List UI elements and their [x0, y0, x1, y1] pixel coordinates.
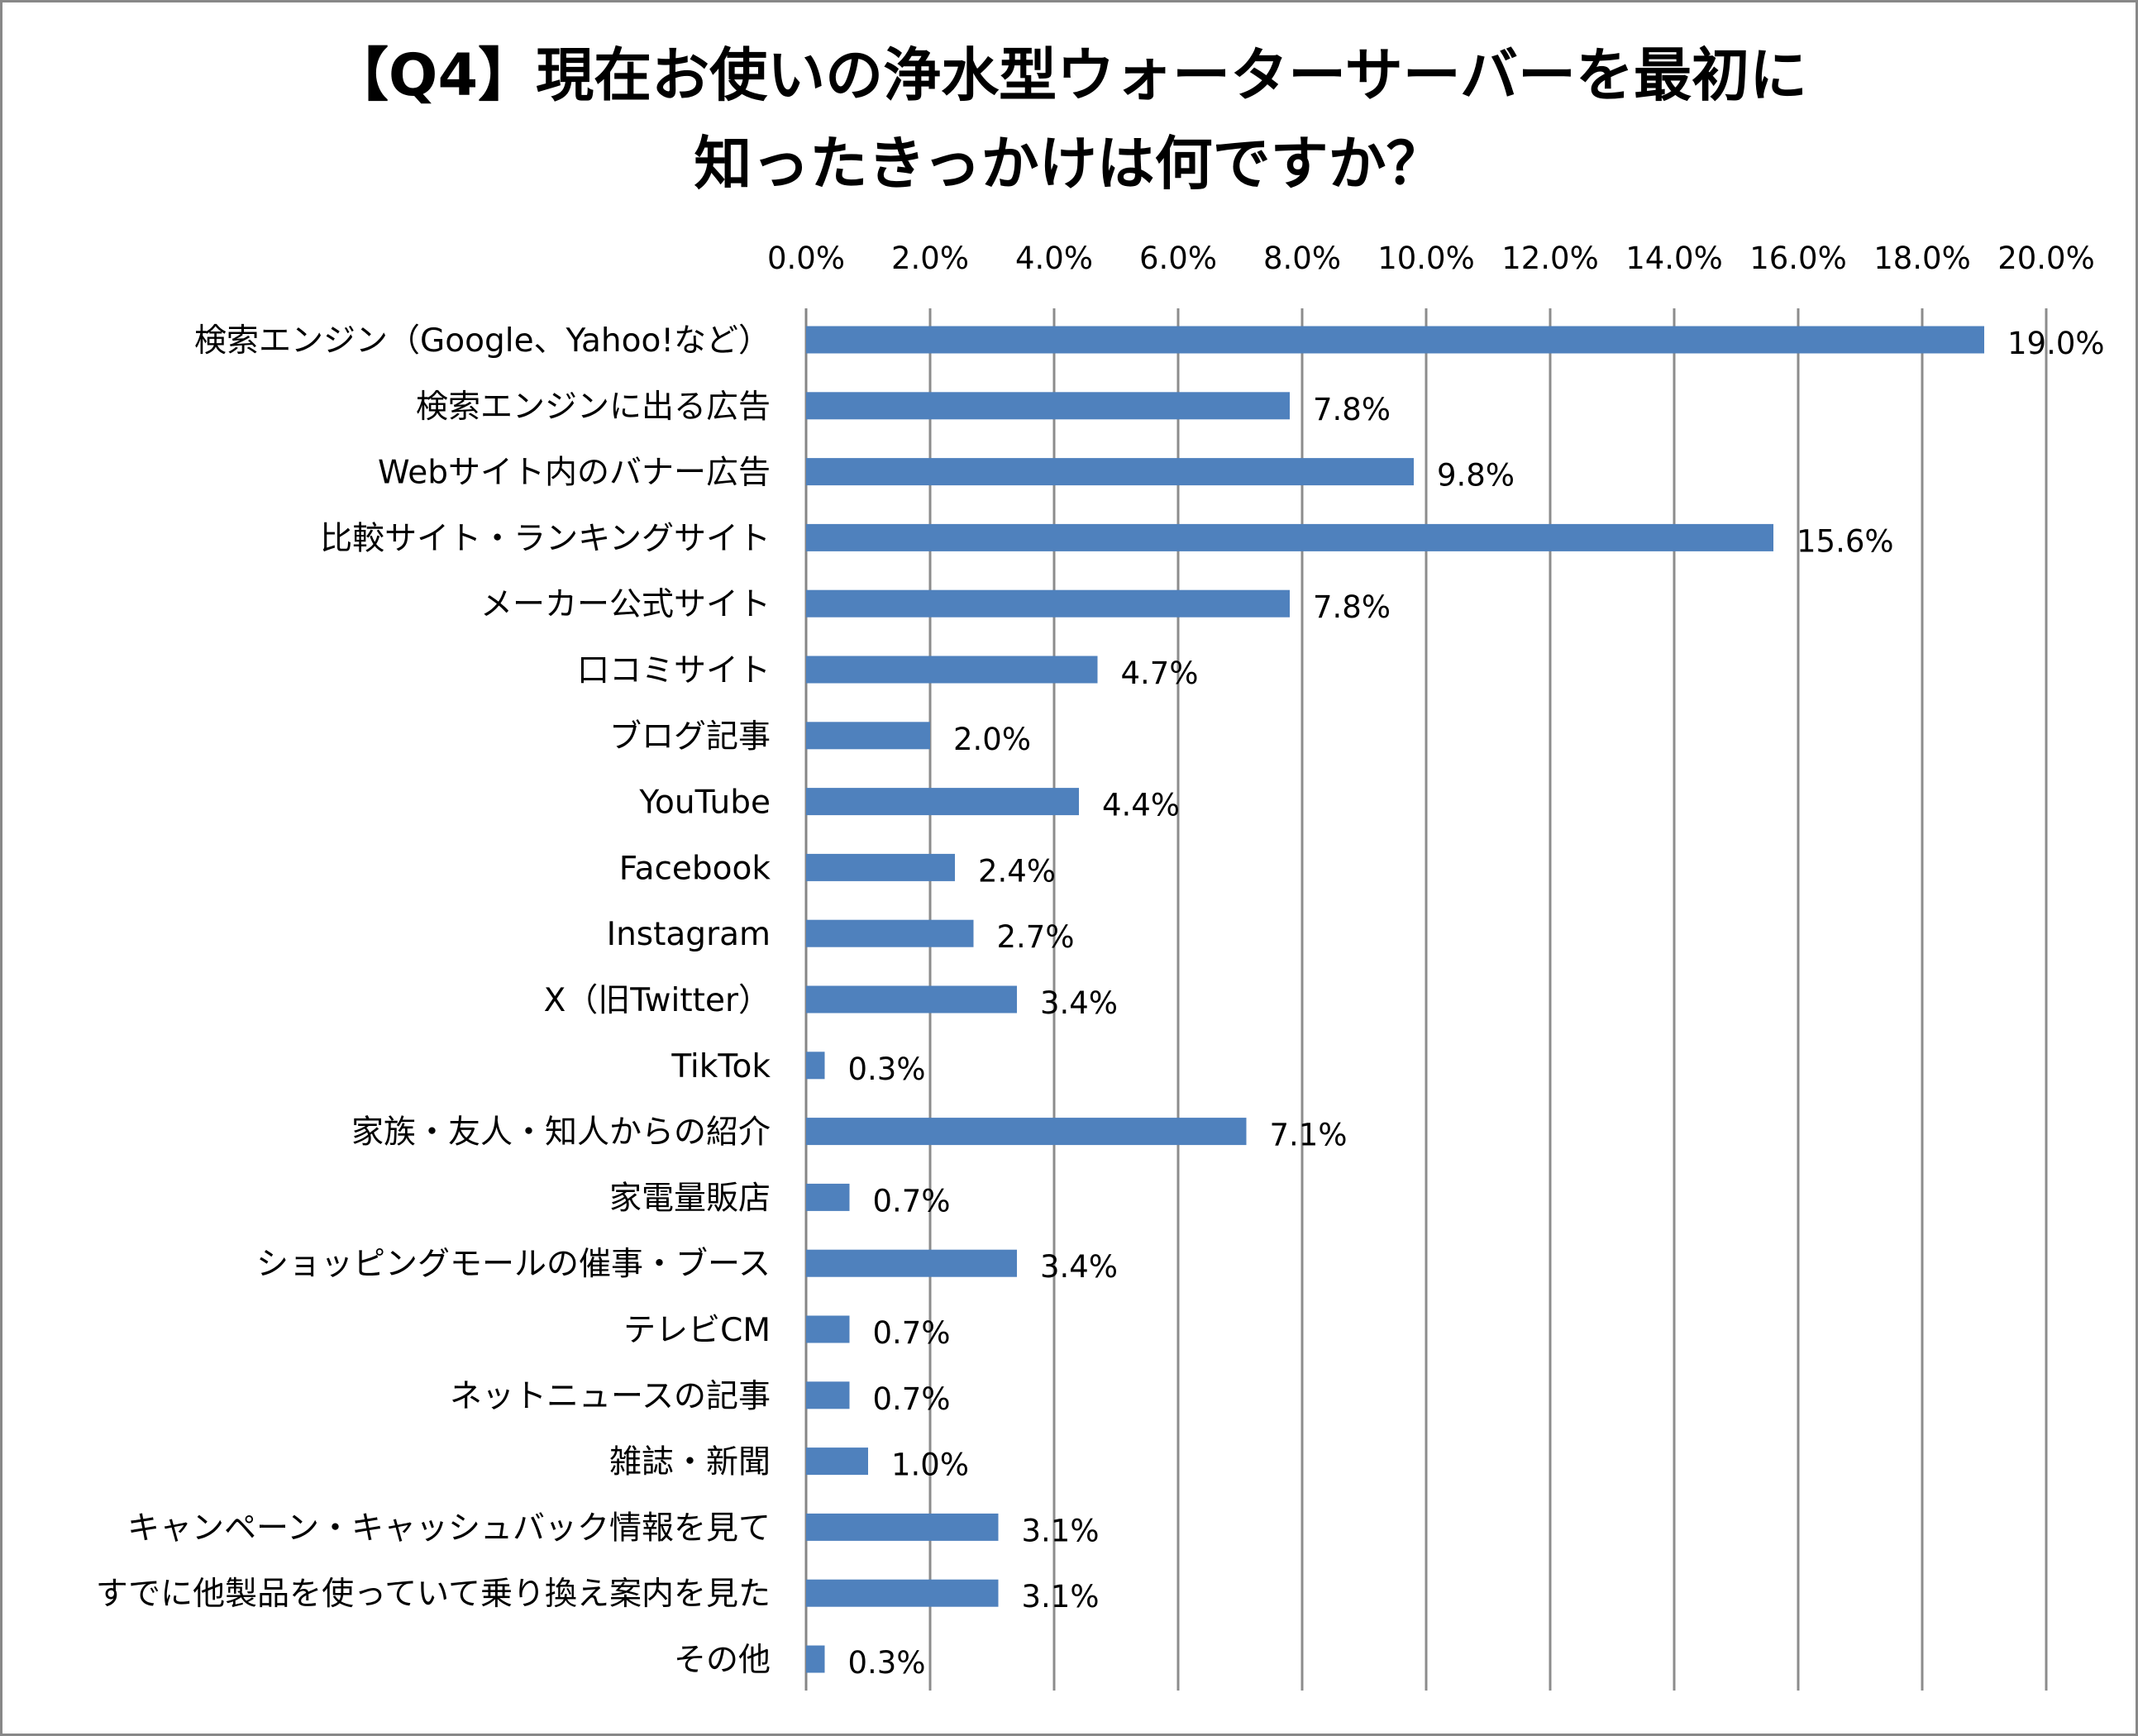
bar: [806, 853, 955, 881]
bar: [806, 1447, 868, 1476]
bar: [806, 985, 1017, 1013]
category-label: メーカー公式サイト: [480, 586, 771, 623]
category-label: TikTok: [671, 1048, 771, 1085]
category-label: すでに他製品を使っていて乗り換え案内を見た: [96, 1576, 771, 1613]
bar: [806, 1381, 850, 1409]
data-label: 0.7%: [873, 1315, 951, 1351]
data-label: 7.8%: [1313, 589, 1391, 625]
bar: [806, 1645, 825, 1673]
x-tick-label: 16.0%: [1749, 241, 1847, 276]
x-tick-label: 10.0%: [1377, 241, 1475, 276]
bar: [806, 458, 1414, 486]
bar: [806, 392, 1290, 420]
category-label: 口コミサイト: [577, 652, 771, 689]
x-tick-label: 0.0%: [767, 241, 845, 276]
x-tick-label: 18.0%: [1873, 241, 1971, 276]
data-label: 4.7%: [1121, 656, 1199, 691]
data-label: 7.8%: [1313, 392, 1391, 427]
category-label: 家電量販店: [609, 1180, 771, 1217]
data-label: 2.4%: [978, 853, 1056, 889]
chart-title-line-2: 知ったきっかけは何ですか？: [694, 130, 1444, 198]
category-label: Webサイト内のバナー広告: [378, 455, 771, 492]
category-label: ネットニュースの記事: [450, 1378, 771, 1415]
category-label: ブログ記事: [609, 718, 771, 756]
bar: [806, 1315, 850, 1343]
data-label: 3.1%: [1022, 1513, 1100, 1548]
category-label: キャンペーン・キャッシュバック情報を見て: [127, 1509, 771, 1547]
data-label: 4.4%: [1102, 788, 1180, 823]
bar: [806, 1052, 825, 1080]
data-label: 3.1%: [1022, 1579, 1100, 1614]
x-tick-label: 8.0%: [1263, 241, 1341, 276]
bar: [806, 1118, 1247, 1146]
bar: [806, 326, 1984, 354]
category-label: その他: [674, 1642, 771, 1679]
data-label: 7.1%: [1270, 1118, 1348, 1153]
data-label: 0.7%: [873, 1381, 951, 1417]
bar: [806, 589, 1290, 618]
x-tick-label: 2.0%: [891, 241, 969, 276]
chart-title-line-1: 【Q4】現在お使いの浄水型ウォーターサーバーを最初に: [331, 41, 1807, 109]
category-label: YouTube: [638, 785, 771, 822]
data-label: 19.0%: [2007, 326, 2105, 361]
data-label: 0.7%: [873, 1183, 951, 1219]
bar: [806, 1579, 999, 1607]
x-tick-label: 14.0%: [1625, 241, 1723, 276]
data-label: 0.3%: [848, 1052, 926, 1087]
category-label: X（旧Twitter）: [544, 982, 771, 1019]
x-tick-label: 6.0%: [1139, 241, 1217, 276]
category-label: 雑誌・新聞: [609, 1444, 771, 1481]
data-label: 3.4%: [1040, 1249, 1118, 1285]
data-label: 9.8%: [1437, 458, 1515, 494]
bar: [806, 722, 930, 750]
category-label: 家族・友人・知人からの紹介: [351, 1114, 771, 1152]
category-label: Instagram: [607, 916, 771, 953]
data-label: 2.0%: [953, 722, 1031, 757]
bar: [806, 1513, 999, 1541]
data-label: 3.4%: [1040, 985, 1118, 1021]
x-tick-label: 20.0%: [1997, 241, 2095, 276]
category-label: ショッピングモールの催事・ブース: [256, 1246, 771, 1283]
bar: [806, 1249, 1017, 1277]
data-label: 0.3%: [848, 1645, 926, 1681]
bar: [806, 788, 1079, 816]
category-label: 検索エンジン（Google、Yahoo!など）: [194, 322, 771, 360]
category-label: 検索エンジンに出る広告: [416, 389, 771, 426]
bar: [806, 656, 1098, 684]
bar: [806, 1183, 850, 1211]
bar: [806, 919, 974, 947]
data-label: 2.7%: [997, 919, 1075, 955]
data-label: 15.6%: [1797, 523, 1894, 559]
bar: [806, 523, 1773, 551]
data-label: 1.0%: [891, 1447, 969, 1483]
category-label: 比較サイト・ランキングサイト: [320, 520, 771, 557]
x-tick-label: 12.0%: [1501, 241, 1599, 276]
category-label: Facebook: [619, 850, 771, 887]
x-tick-label: 4.0%: [1015, 241, 1093, 276]
category-label: テレビCM: [623, 1312, 771, 1349]
